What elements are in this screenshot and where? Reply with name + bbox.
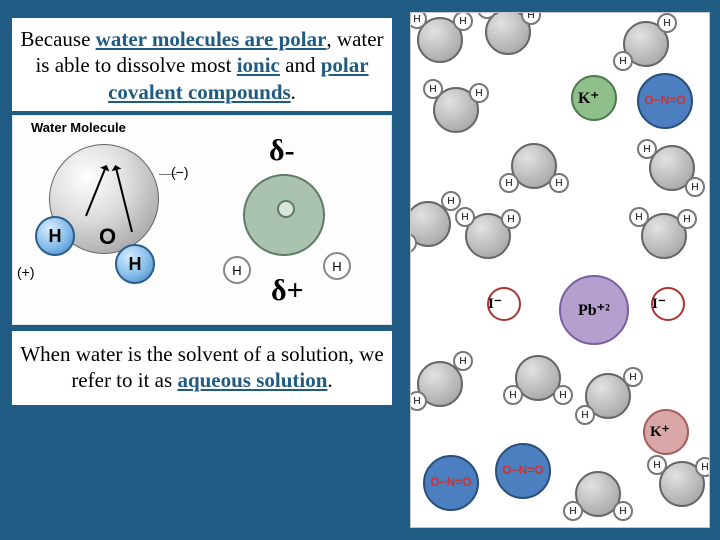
water-cluster: HH xyxy=(585,373,631,419)
bottom-text: When water is the solvent of a solution,… xyxy=(12,331,392,406)
water-molecule-title: Water Molecule xyxy=(31,120,126,135)
water-cluster: HH xyxy=(417,361,463,407)
schematic-water: H H xyxy=(243,174,325,256)
ion-label-i_left: I⁻ xyxy=(488,294,502,313)
water-cluster: HH xyxy=(659,461,705,507)
nitrate-ion: O−N=O xyxy=(423,455,479,511)
water-hydrogen: H xyxy=(503,385,523,405)
schematic-oxygen-core xyxy=(277,200,295,218)
heading-mid2: and xyxy=(280,53,321,77)
water-cluster: HH xyxy=(641,213,687,259)
water-hydrogen: H xyxy=(423,79,443,99)
water-cluster: HH xyxy=(511,143,557,189)
water-hydrogen: H xyxy=(677,209,697,229)
delta-minus-label: δ- xyxy=(269,134,295,168)
water-hydrogen: H xyxy=(453,12,473,31)
schematic-hydrogen: H xyxy=(223,256,251,284)
ion-label-k_plus2: K⁺ xyxy=(650,422,670,441)
water-hydrogen: H xyxy=(501,209,521,229)
water-hydrogen: H xyxy=(549,173,569,193)
water-hydrogen: H xyxy=(469,83,489,103)
water-cluster: HH xyxy=(417,17,463,63)
ion-label-i_right: I⁻ xyxy=(652,294,666,313)
water-hydrogen: H xyxy=(563,501,583,521)
heading-end: . xyxy=(291,80,296,104)
water-cluster: HH xyxy=(575,471,621,517)
nitrate-label: O−N=O xyxy=(425,475,477,489)
water-hydrogen: H xyxy=(410,391,427,411)
nitrate-ion: O−N=O xyxy=(495,443,551,499)
solvation-diagram: HHHHHHHHHHHHHHHHHHHHHHHHHHHHO−N=OO−N=OO−… xyxy=(410,12,710,528)
water-hydrogen: H xyxy=(685,177,705,197)
water-cluster: HH xyxy=(485,12,531,55)
footer-end: . xyxy=(327,368,332,392)
water-hydrogen: H xyxy=(499,173,519,193)
water-hydrogen: H xyxy=(553,385,573,405)
water-hydrogen: H xyxy=(455,207,475,227)
nitrate-label: O−N=O xyxy=(639,93,691,107)
water-hydrogen: H xyxy=(637,139,657,159)
footer-hl: aqueous solution xyxy=(177,368,327,392)
water-hydrogen: H xyxy=(453,351,473,371)
positive-charge-label: (+) xyxy=(17,264,35,280)
heading-pre: Because xyxy=(20,27,95,51)
water-molecule-diagram: Water Molecule H H O (−) (+) H H δ- δ+ xyxy=(12,115,392,325)
water-cluster: HH xyxy=(515,355,561,401)
heading-hl1: water molecules are polar xyxy=(96,27,327,51)
negative-charge-label: (−) xyxy=(171,164,189,180)
water-cluster: HH xyxy=(465,213,511,259)
water-cluster: HH xyxy=(623,21,669,67)
water-hydrogen: H xyxy=(613,501,633,521)
water-hydrogen: H xyxy=(629,207,649,227)
ion-label-k_plus: K⁺ xyxy=(578,88,599,108)
water-cluster: HH xyxy=(410,201,451,247)
water-hydrogen: H xyxy=(647,455,667,475)
water-cluster: HH xyxy=(433,87,479,133)
hydrogen-atom: H xyxy=(115,244,155,284)
oxygen-label: O xyxy=(99,224,116,250)
nitrate-label: O−N=O xyxy=(497,463,549,477)
ion-label-pb: Pb⁺² xyxy=(578,300,610,320)
water-hydrogen: H xyxy=(657,13,677,33)
schematic-oxygen xyxy=(243,174,325,256)
hydrogen-atom: H xyxy=(35,216,75,256)
nitrate-ion: O−N=O xyxy=(637,73,693,129)
water-hydrogen: H xyxy=(623,367,643,387)
water-cluster: HH xyxy=(649,145,695,191)
water-hydrogen: H xyxy=(613,51,633,71)
top-heading: Because water molecules are polar, water… xyxy=(12,18,392,111)
water-hydrogen: H xyxy=(575,405,595,425)
delta-plus-label: δ+ xyxy=(271,274,304,308)
heading-hl2: ionic xyxy=(237,53,280,77)
schematic-hydrogen: H xyxy=(323,252,351,280)
water-hydrogen: H xyxy=(695,457,710,477)
